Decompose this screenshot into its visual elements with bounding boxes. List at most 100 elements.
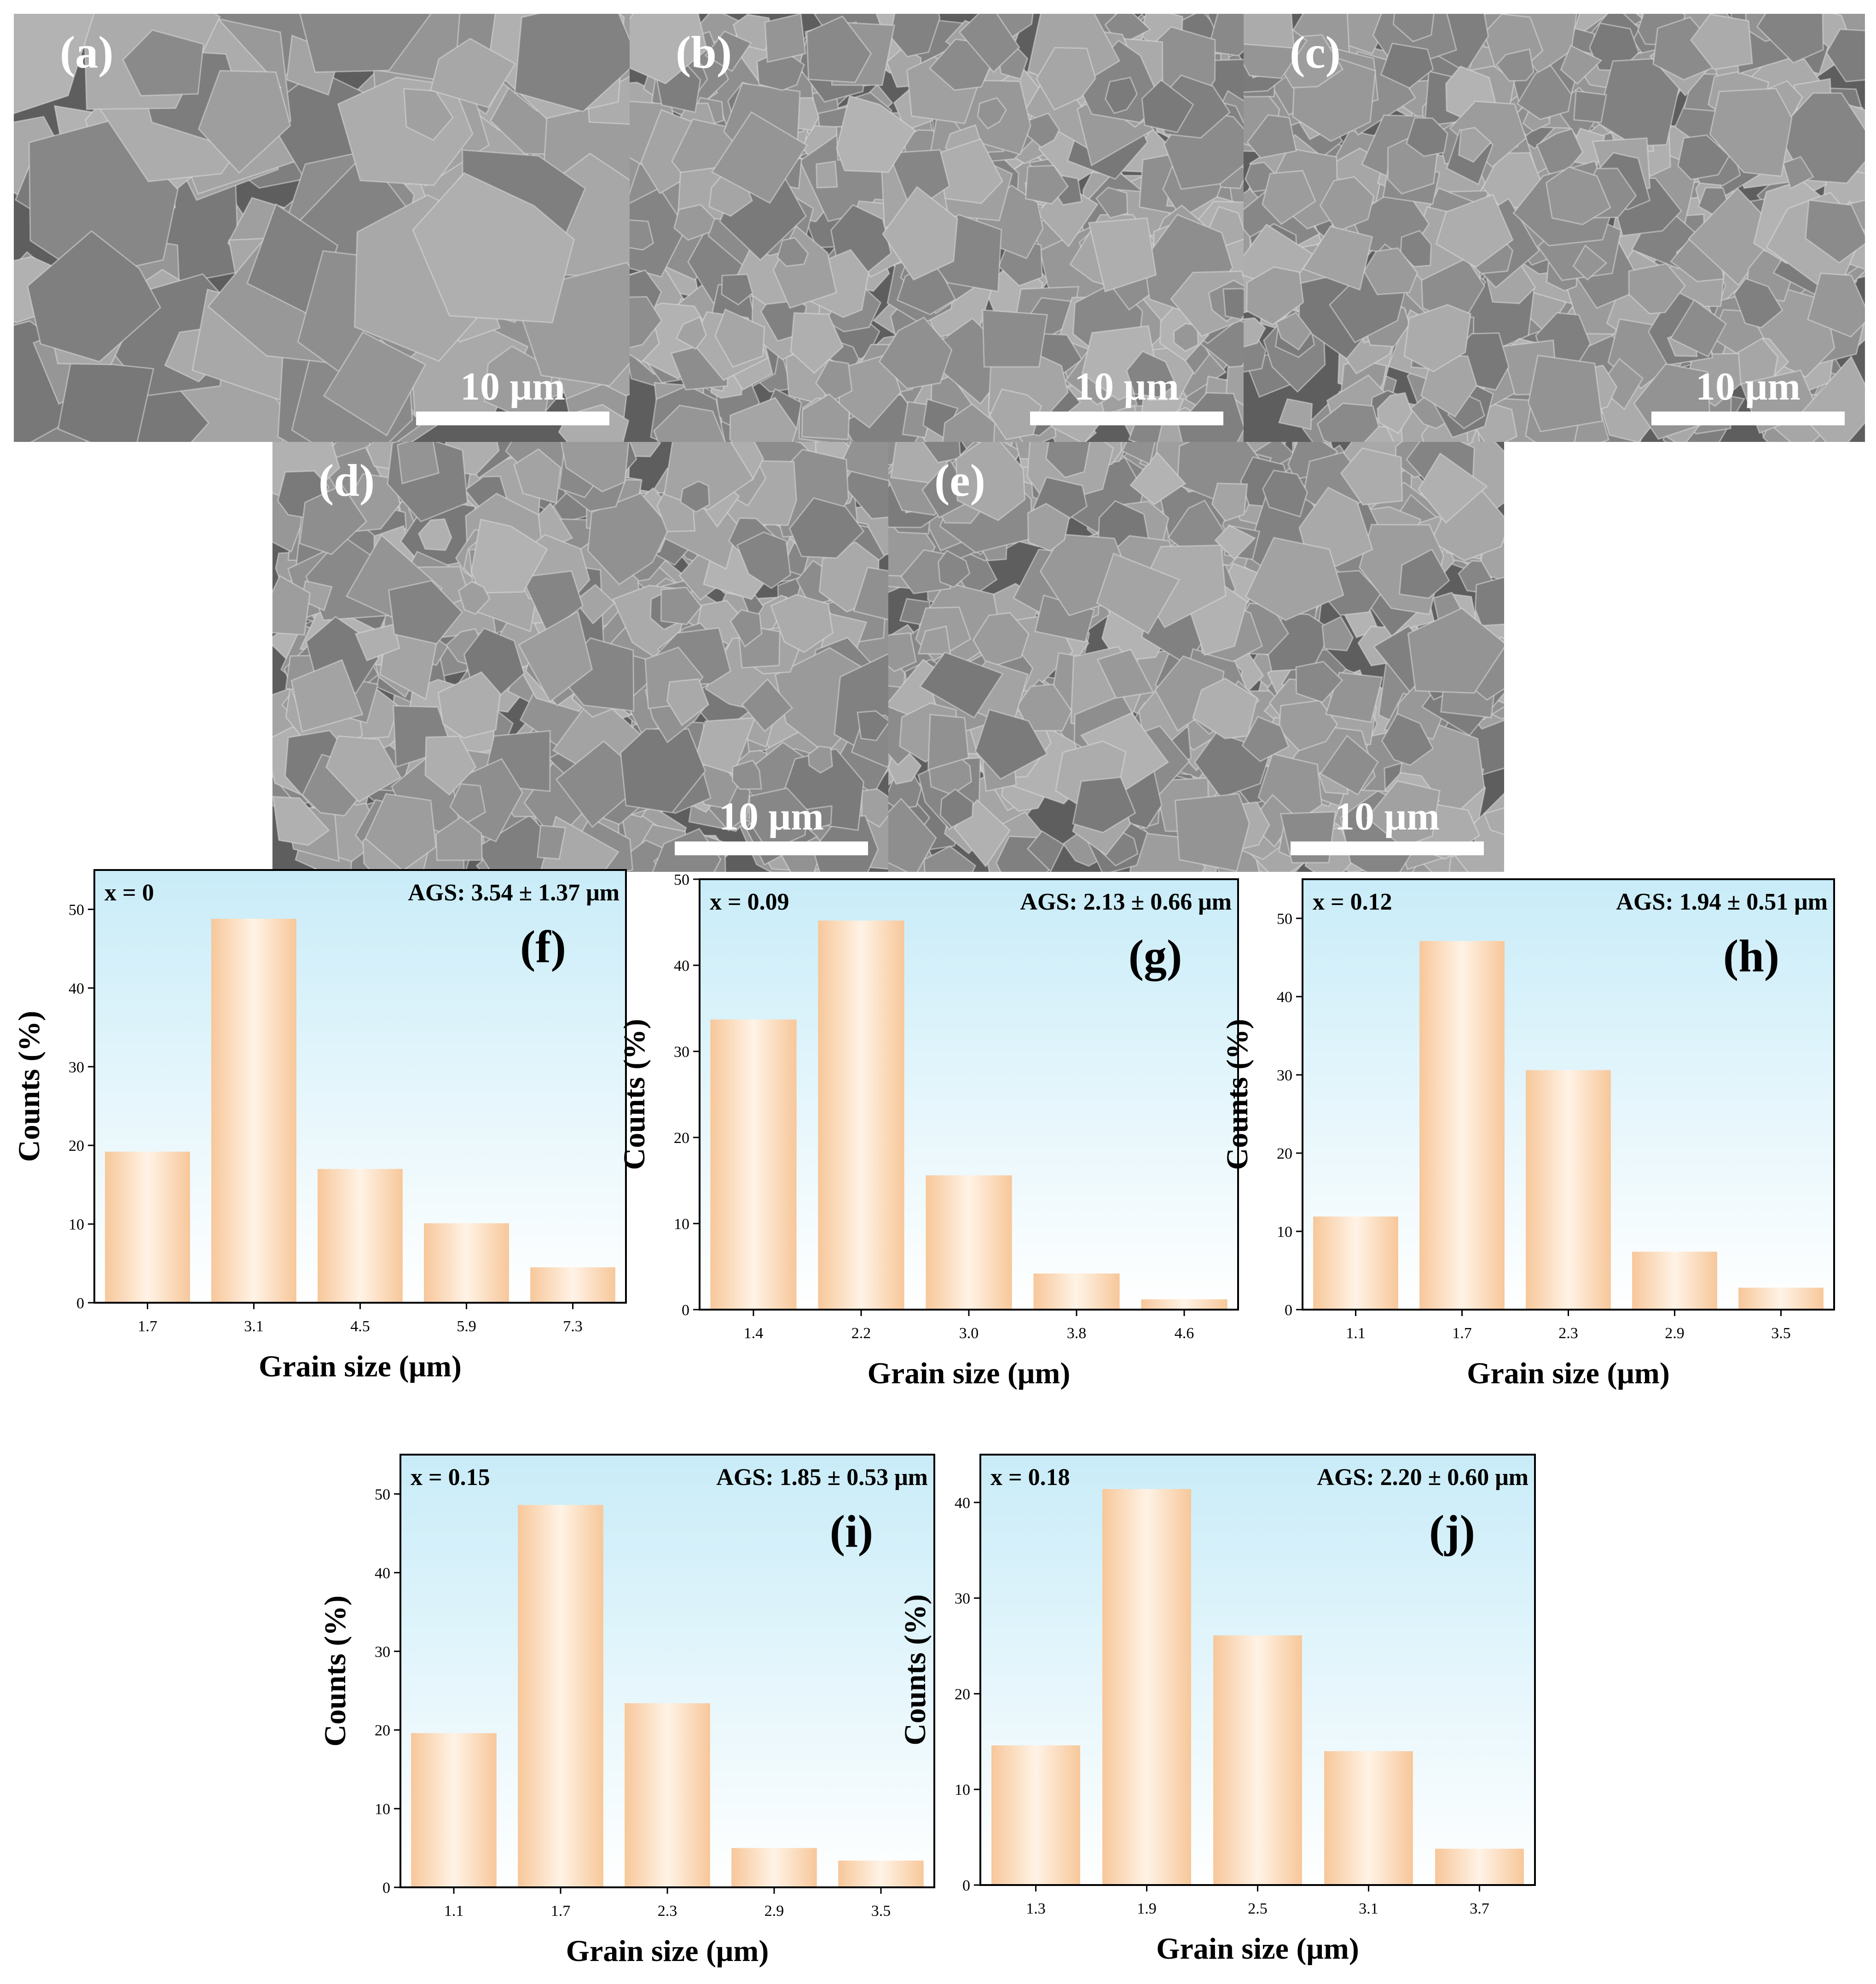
sem-image-e: (e) 10 μm [888,442,1504,872]
x-tick-label: 4.6 [1175,1325,1194,1342]
x-tick-label: 2.9 [764,1903,784,1920]
average-grain-size-label: AGS: 2.13 ± 0.66 μm [1020,889,1232,915]
plot-frame [1302,878,1835,1311]
x-axis-label: Grain size (μm) [868,1357,1071,1390]
y-tick-label: 50 [674,871,689,888]
panel-label: (g) [1129,930,1182,981]
y-tick-label: 10 [375,1801,390,1818]
scale-bar [1651,412,1845,425]
y-tick-label: 30 [955,1590,970,1607]
histogram-bar [1738,1288,1824,1310]
x-tick-label: 1.7 [138,1318,157,1335]
average-grain-size-label: AGS: 3.54 ± 1.37 μm [408,880,620,906]
grain-texture [272,442,888,872]
histogram-bar [1632,1252,1717,1310]
scale-bar [1291,841,1484,855]
y-tick-label: 30 [69,1059,84,1076]
panel-label: (h) [1723,930,1779,981]
x-tick-label: 5.9 [457,1318,476,1335]
histogram-bar [518,1505,603,1887]
x-tick-label: 3.7 [1470,1900,1489,1917]
y-tick-label: 20 [1277,1145,1292,1162]
y-tick-label: 20 [375,1722,390,1739]
grain-texture [630,14,1244,442]
grain-size-histogram-j: 1.3 1.9 2.5 3.1 3.7 0 10 20 30 40 x = 0.18 AGS: 2.2… [888,1445,1553,1982]
histogram-bar [1435,1849,1524,1885]
sem-image-b: (b) 10 μm [630,14,1244,442]
y-tick-label: 30 [674,1044,689,1061]
y-tick-label: 30 [1277,1067,1292,1084]
histogram-bar [838,1860,924,1887]
x-tick-label: 2.5 [1248,1900,1268,1917]
x-tick-label: 2.3 [658,1903,677,1920]
y-tick-label: 20 [69,1137,84,1154]
sem-panel-label: (c) [1290,27,1341,78]
x-tick-label: 1.7 [551,1903,571,1920]
plot-frame [699,878,1239,1311]
x-tick-label: 1.3 [1026,1900,1046,1917]
x-tick-label: 1.7 [1452,1325,1472,1342]
sem-panel-label: (a) [60,27,114,78]
histogram-bar [710,1019,797,1310]
x-tick-label: 2.9 [1665,1325,1685,1342]
scale-bar [675,841,868,855]
histogram-bar [1526,1070,1611,1310]
x-tick-label: 3.1 [1359,1900,1378,1917]
composition-label: x = 0.12 [1313,889,1392,915]
x-tick-label: 3.5 [871,1903,891,1920]
plot-frame [400,1454,935,1888]
y-tick-label: 0 [962,1877,970,1894]
x-tick-label: 1.4 [744,1325,764,1342]
plot-frame [979,1454,1536,1886]
sem-panel-label: (b) [676,27,732,78]
y-tick-label: 50 [375,1486,390,1503]
sem-panel-label: (e) [934,455,985,506]
x-tick-label: 3.1 [244,1318,264,1335]
histogram-bar [1313,1216,1398,1310]
panel-label: (i) [830,1506,873,1557]
grain-texture [1244,14,1865,442]
x-tick-label: 3.8 [1067,1325,1087,1342]
y-tick-label: 40 [375,1565,390,1582]
x-tick-label: 4.5 [350,1318,370,1335]
scale-bar [416,412,609,425]
y-tick-label: 50 [1277,911,1292,928]
histogram-bar [211,918,296,1303]
grain-size-histogram-f: 1.7 3.1 4.5 5.9 7.3 0 10 20 30 40 50 x = 0 AGS: 3.54… [2,861,644,1399]
histogram-bar [1324,1751,1413,1885]
grain-size-histogram-h: 1.1 1.7 2.3 2.9 3.5 0 10 20 30 40 50 x = 0.12 AGS: 1… [1210,870,1853,1406]
y-axis-label: Counts (%) [1221,1019,1254,1170]
histogram-bar [818,920,904,1310]
scale-bar [1030,412,1223,425]
x-tick-label: 3.5 [1771,1325,1791,1342]
x-axis-label: Grain size (μm) [566,1934,769,1968]
y-tick-label: 50 [69,901,84,918]
histogram-bar [424,1223,509,1303]
grain-size-histogram-g: 1.4 2.2 3.0 3.8 4.6 0 10 20 30 40 50 x = 0.09 AGS: 2… [608,870,1256,1406]
histogram-bar [1213,1635,1302,1885]
y-tick-label: 10 [69,1216,84,1233]
histogram-bar [625,1703,710,1887]
x-axis-label: Grain size (μm) [1467,1357,1670,1390]
y-tick-label: 0 [76,1295,84,1312]
y-tick-label: 10 [674,1216,689,1233]
grain-texture [14,14,630,442]
x-tick-label: 1.1 [1346,1325,1366,1342]
scale-bar-label: 10 μm [1335,794,1440,838]
plot-frame [93,869,627,1304]
histogram-bar [530,1267,615,1303]
sem-image-c: (c) 10 μm [1244,14,1865,442]
scale-bar-label: 10 μm [460,364,565,408]
average-grain-size-label: AGS: 1.85 ± 0.53 μm [716,1464,928,1491]
sem-image-d: (d) 10 μm [272,442,888,872]
histogram-bar [1102,1489,1191,1885]
y-tick-label: 40 [674,957,689,975]
sem-panel-label: (d) [318,455,375,506]
scale-bar-label: 10 μm [719,794,824,838]
y-tick-label: 40 [69,980,84,997]
x-tick-label: 7.3 [563,1318,583,1335]
x-tick-label: 1.1 [444,1903,464,1920]
sem-image-a: (a) 10 μm [14,14,630,442]
panel-label: (j) [1429,1506,1475,1557]
histogram-bar [926,1175,1012,1310]
